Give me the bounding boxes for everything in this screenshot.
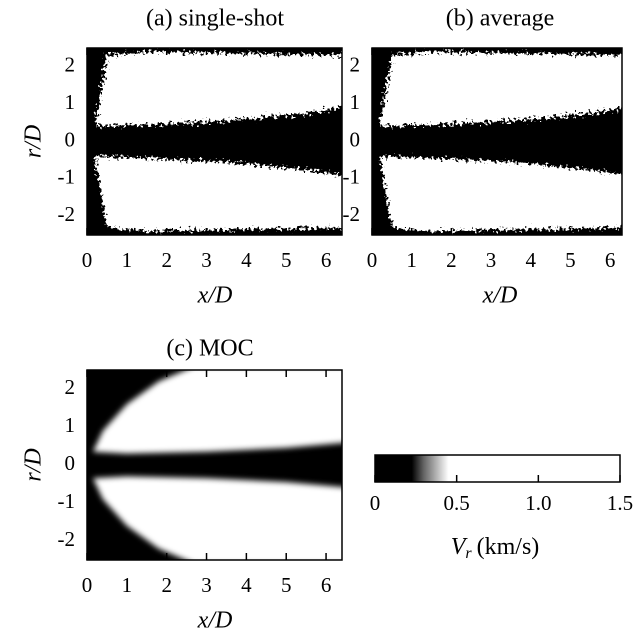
y-tick-label: -1 — [58, 165, 76, 189]
x-tick-label: 4 — [241, 573, 252, 597]
y-tick-label: 1 — [65, 90, 76, 114]
y-tick-label: -1 — [58, 489, 76, 513]
colorbar — [374, 454, 621, 483]
colorbar-label: Vr (km/s) — [451, 534, 540, 562]
y-tick-label: 1 — [65, 413, 76, 437]
y-tick-label: 2 — [65, 53, 76, 77]
y-tick-label: 0 — [65, 127, 76, 151]
x-tick-label: 6 — [321, 573, 332, 597]
heatmap-region — [95, 51, 342, 127]
heatmap-region — [95, 156, 342, 232]
label-subscript: r — [465, 545, 472, 562]
x-tick-label: 2 — [446, 248, 457, 272]
heatmap — [87, 48, 342, 235]
x-tick-label: 5 — [281, 573, 292, 597]
panel-title: (a) single-shot — [146, 6, 284, 32]
y-tick-label: -2 — [58, 202, 76, 226]
heatmap — [87, 370, 342, 560]
heatmap — [372, 48, 622, 235]
x-tick-label: 0 — [82, 573, 93, 597]
x-tick-label: 6 — [321, 248, 332, 272]
y-tick-label: 2 — [65, 375, 76, 399]
y-tick-label: 0 — [350, 127, 361, 151]
panel-title: (c) MOC — [166, 336, 253, 362]
y-tick-label: 1 — [350, 90, 361, 114]
x-tick-label: 2 — [161, 573, 172, 597]
y-axis-label: r/D — [21, 448, 47, 481]
x-tick-label: 3 — [201, 573, 212, 597]
x-tick-label: 5 — [565, 248, 576, 272]
x-tick-label: 4 — [241, 248, 252, 272]
y-tick-label: 2 — [350, 53, 361, 77]
x-tick-label: 2 — [161, 248, 172, 272]
heatmap-region — [93, 370, 342, 454]
heatmap-region — [379, 51, 622, 127]
x-tick-label: 0 — [82, 248, 93, 272]
x-tick-label: 1 — [406, 248, 417, 272]
label-symbol: V — [451, 534, 468, 560]
x-tick-label: 1 — [122, 248, 133, 272]
x-tick-label: 6 — [605, 248, 616, 272]
x-tick-label: 1 — [122, 573, 133, 597]
colorbar-tick-label: 0 — [370, 491, 381, 515]
y-tick-label: -1 — [343, 165, 361, 189]
x-axis-label: x/D — [197, 283, 233, 309]
heatmap-region — [379, 156, 622, 232]
x-tick-label: 3 — [201, 248, 212, 272]
y-tick-label: -2 — [343, 202, 361, 226]
panel-title: (b) average — [446, 6, 555, 32]
heatmap-region — [93, 476, 342, 560]
x-tick-label: 0 — [367, 248, 378, 272]
y-tick-label: -2 — [58, 527, 76, 551]
y-tick-label: 0 — [65, 451, 76, 475]
x-axis-label: x/D — [482, 283, 518, 309]
x-axis-label: x/D — [197, 608, 233, 634]
y-axis-label: r/D — [21, 125, 47, 158]
x-tick-label: 5 — [281, 248, 292, 272]
colorbar-tick-label: 0.5 — [444, 491, 470, 515]
label-unit: (km/s) — [477, 534, 540, 560]
x-tick-label: 4 — [525, 248, 536, 272]
colorbar-tick-label: 1.5 — [607, 491, 633, 515]
colorbar-tick-label: 1.0 — [525, 491, 551, 515]
x-tick-label: 3 — [486, 248, 497, 272]
